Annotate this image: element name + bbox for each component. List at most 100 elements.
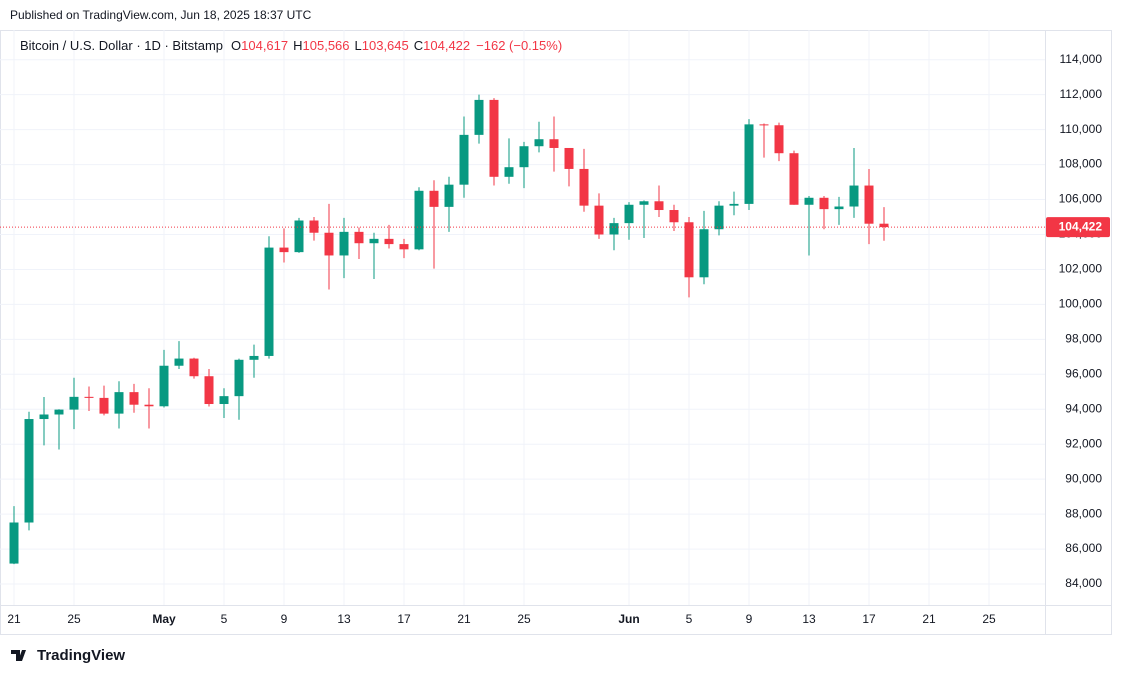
candle-body [624,204,634,224]
candle-body [684,222,694,278]
last-price-label: 104,422 [1059,219,1103,233]
grid [0,30,1045,605]
candle-body [504,167,514,177]
y-tick-label: 86,000 [1065,541,1102,555]
axes: 84,000 86,000 88,000 90,000 92,000 94,000 96,0… [7,52,1110,626]
y-tick-label: 110,000 [1060,122,1103,136]
candle-body [774,125,784,154]
published-note: Published on TradingView.com, Jun 18, 20… [10,8,312,22]
candle-body [849,185,859,207]
candle-body [444,184,454,207]
x-tick-label: 25 [517,612,531,626]
candle-body [789,153,799,205]
candle-body [279,247,289,253]
candle-body [744,124,754,204]
candle-body [834,206,844,210]
c-label: C [414,38,423,53]
x-tick-label: 5 [221,612,228,626]
last-price-box [1046,217,1110,238]
candle-body [204,376,214,405]
y-tick-label: 100,000 [1059,297,1103,311]
candle-body [354,231,364,244]
candle-body [804,197,814,205]
candle-body [219,396,229,405]
candle-body [549,139,559,148]
candle-body [369,238,379,244]
candle-body [879,223,889,228]
y-tick-label: 114,000 [1060,52,1103,66]
candle-body [519,146,529,168]
y-tick-label: 98,000 [1065,332,1102,346]
high-value: 105,566 [303,38,350,53]
candle-body [609,223,619,235]
candle-body [579,168,589,206]
symbol: Bitcoin / U.S. Dollar · 1D · Bitstamp [20,38,223,53]
brand-logo [11,650,26,661]
candle-body [534,139,544,147]
y-tick-label: 96,000 [1065,366,1102,380]
legend: Bitcoin / U.S. Dollar · 1D · Bitstamp O10… [20,38,562,53]
x-tick-label: 9 [281,612,288,626]
candle-body [99,397,109,414]
y-tick-label: 106,000 [1059,192,1103,206]
x-tick-label: 5 [686,612,693,626]
candle-body [9,522,19,564]
close-value: 104,422 [423,38,470,53]
candle-body [339,231,349,256]
candle-body [564,147,574,169]
candle-body [639,201,649,205]
candle-body [759,124,769,126]
candle-body [699,229,709,278]
candle-body [234,359,244,397]
candle-body [474,99,484,135]
x-tick-label: 17 [862,612,876,626]
candle-body [654,201,664,211]
candle-body [144,404,154,407]
candle-body [819,197,829,210]
candle-body [174,358,184,366]
candle-body [714,205,724,230]
h-label: H [293,38,302,53]
x-tick-label: 13 [337,612,351,626]
x-tick-label: 17 [397,612,411,626]
candle-body [384,238,394,245]
x-tick-label: May [152,612,176,626]
y-tick-label: 108,000 [1059,157,1103,171]
x-tick-label: 25 [67,612,81,626]
candle-body [264,247,274,356]
candle-body [324,232,334,256]
o-label: O [231,38,241,53]
candle-body [24,419,34,523]
candles [0,94,1045,565]
l-label: L [355,38,362,53]
x-tick-label: Jun [618,612,639,626]
x-tick-label: 21 [457,612,471,626]
candle-body [309,220,319,233]
candle-body [414,190,424,250]
candle-body [294,220,304,253]
x-tick-label: 25 [982,612,996,626]
candle-body [399,244,409,250]
x-tick-label: 21 [7,612,21,626]
candle-body [84,396,94,398]
candle-body [864,185,874,224]
open-value: 104,617 [241,38,288,53]
x-tick-label: 13 [802,612,816,626]
y-tick-label: 112,000 [1060,87,1103,101]
candle-body [249,355,259,360]
candle-body [54,409,64,415]
candle-body [489,99,499,177]
candle-body [189,358,199,377]
x-tick-label: 21 [922,612,936,626]
candle-body [114,392,124,414]
candle-body [729,203,739,206]
y-tick-label: 90,000 [1065,471,1102,485]
y-tick-label: 92,000 [1065,436,1102,450]
low-value: 103,645 [362,38,409,53]
candle-body [669,210,679,223]
candle-body [39,414,49,420]
brand-name: TradingView [37,647,125,664]
y-tick-label: 84,000 [1065,576,1102,590]
candle-body [429,190,439,207]
